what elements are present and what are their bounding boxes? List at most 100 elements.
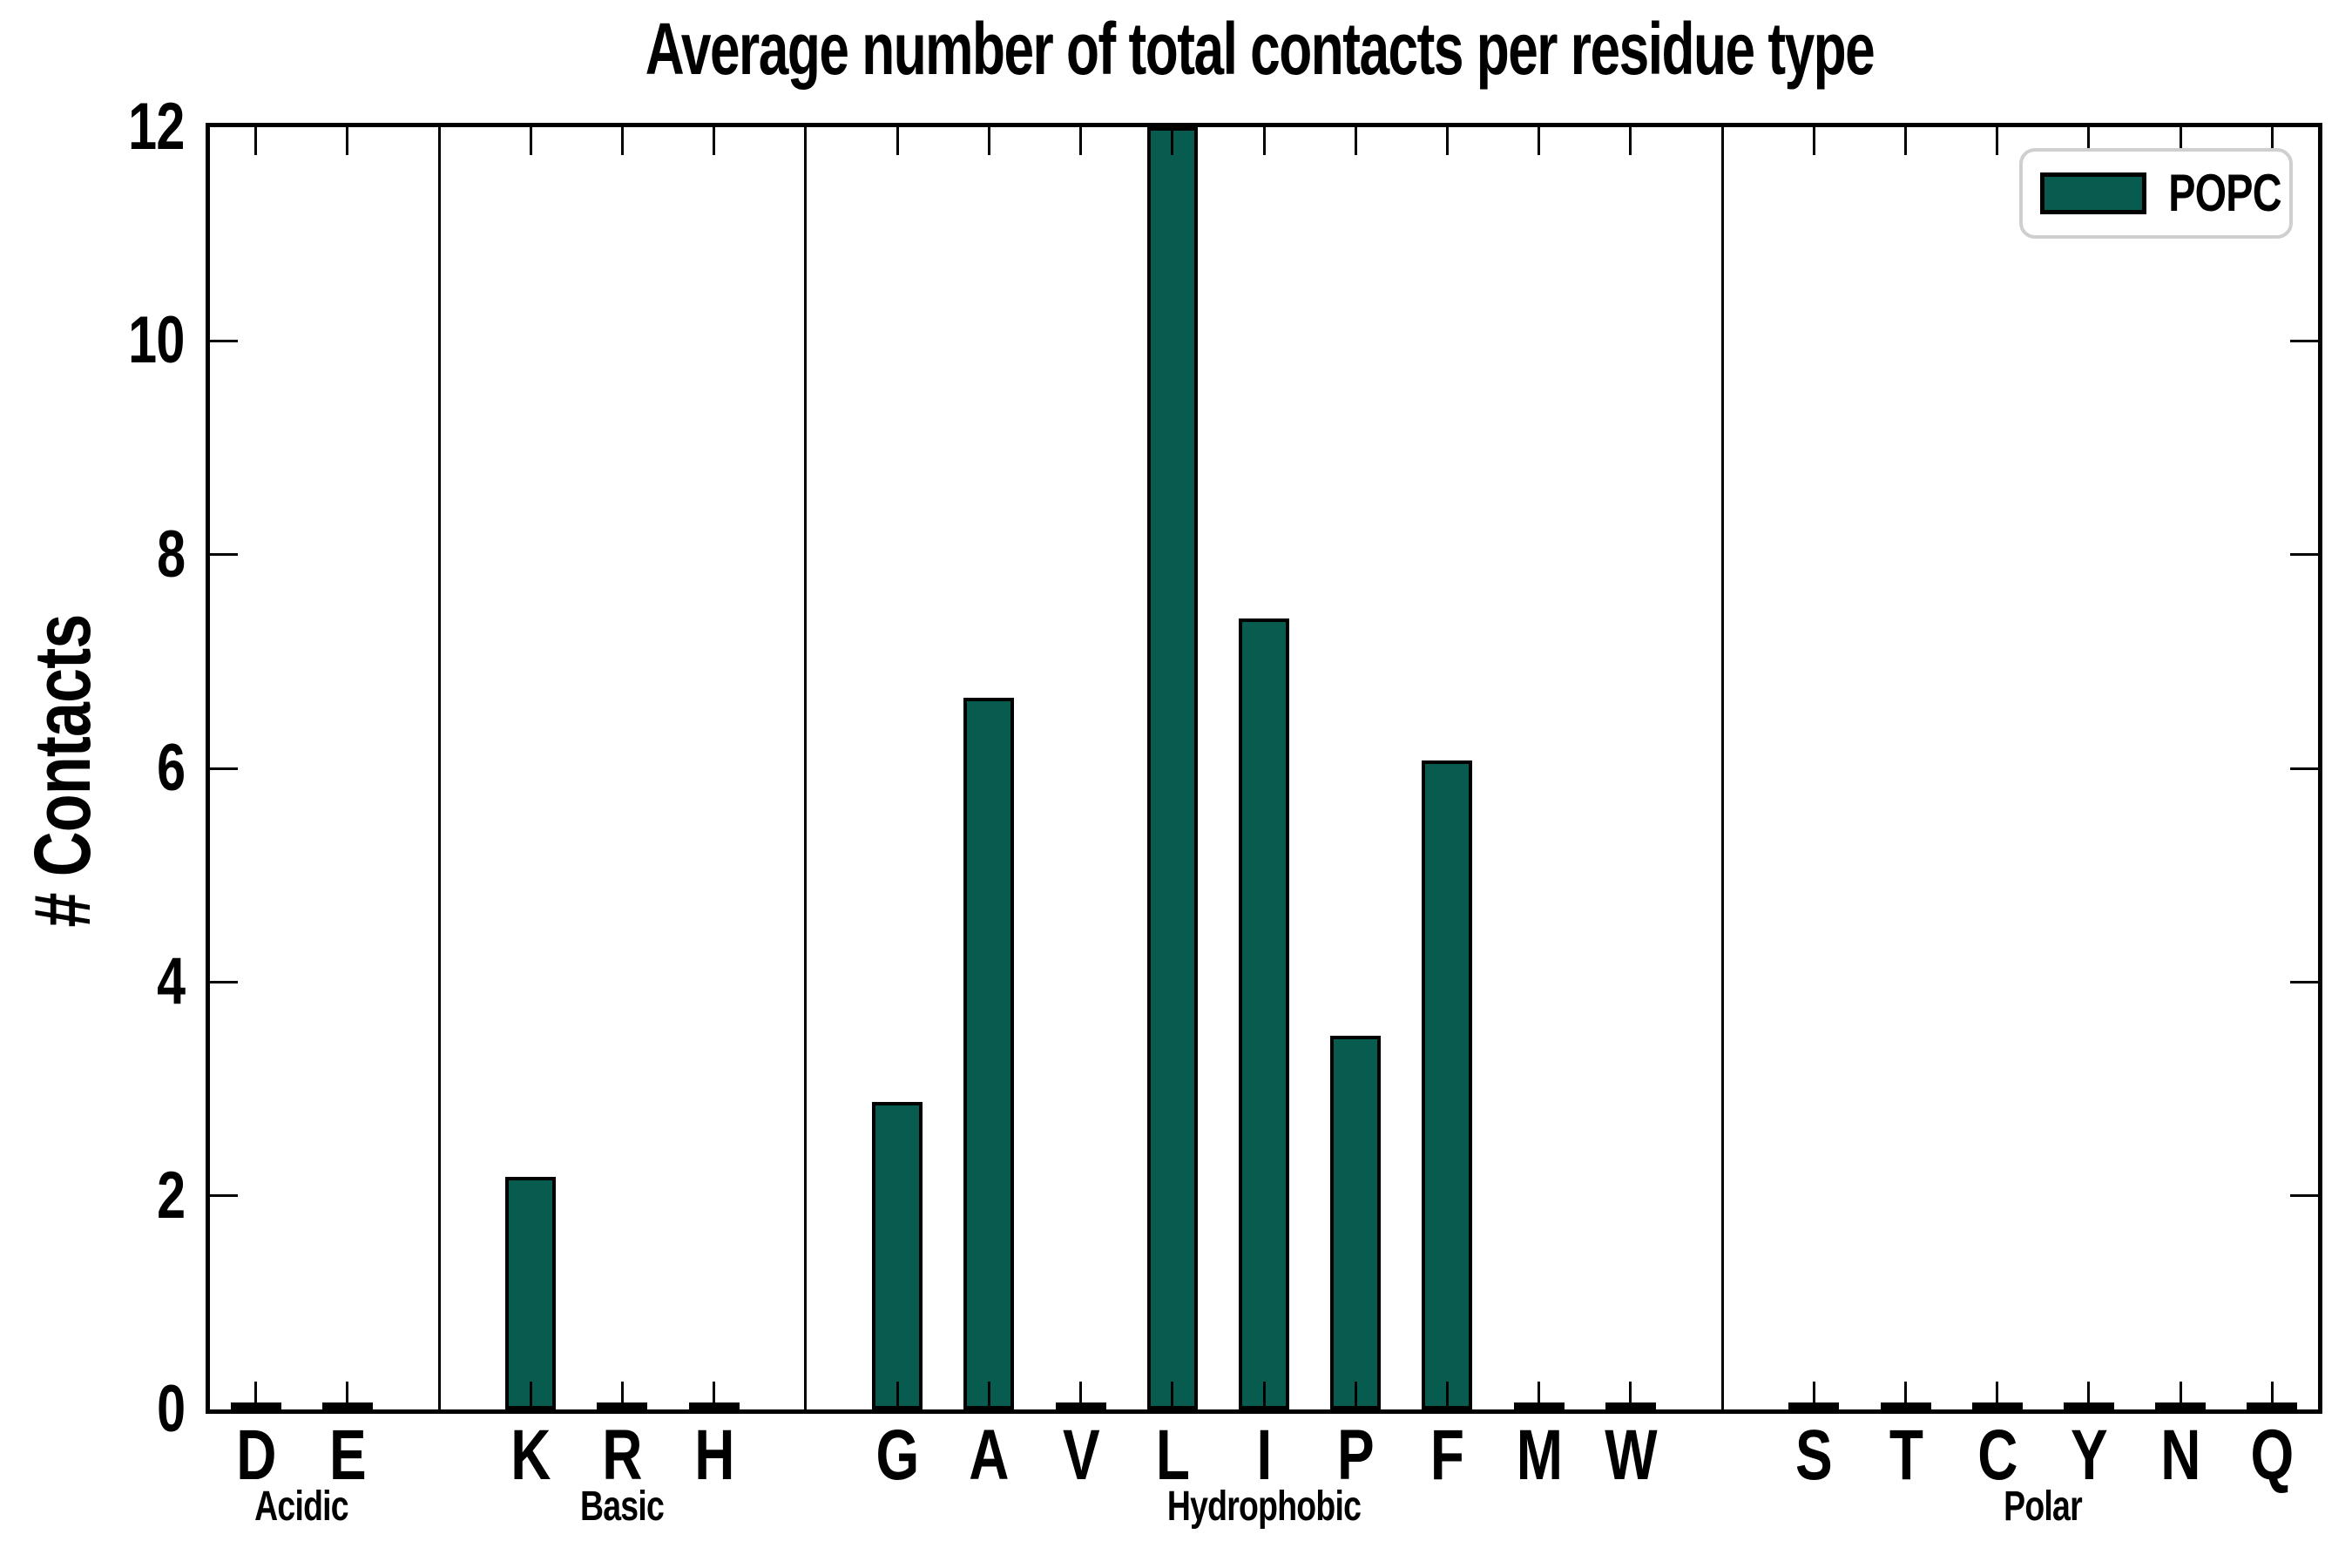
y-tick-right-6 — [2290, 767, 2318, 770]
residue-label-C: C — [1972, 1420, 2023, 1491]
y-tick-label-4-text: 4 — [156, 944, 186, 1019]
x-tick-bottom-R — [620, 1382, 624, 1409]
residue-label-T: T — [1884, 1420, 1927, 1491]
bar-A — [963, 698, 1015, 1409]
x-tick-bottom-H — [713, 1382, 716, 1409]
y-tick-label-10-text: 10 — [128, 303, 186, 378]
y-tick-left-8 — [210, 553, 238, 557]
residue-label-A-text: A — [969, 1416, 1010, 1495]
chart-title-text: Average number of total contacts per res… — [645, 8, 1876, 90]
group-label-hydrophobic: Hydrophobic — [1140, 1486, 1389, 1528]
y-tick-label-2-text: 2 — [156, 1158, 186, 1233]
group-label-basic-text: Basic — [580, 1484, 665, 1530]
x-tick-top-Q — [2270, 127, 2274, 155]
group-label-hydrophobic-text: Hydrophobic — [1166, 1484, 1362, 1530]
residue-label-V-text: V — [1062, 1416, 1100, 1495]
group-label-basic: Basic — [569, 1486, 676, 1528]
x-tick-top-F — [1445, 127, 1449, 155]
y-tick-label-12: 12 — [112, 94, 186, 160]
residue-label-G: G — [870, 1420, 925, 1491]
residue-label-N: N — [2155, 1420, 2206, 1491]
legend-label: POPC — [2153, 167, 2297, 220]
legend-swatch-popc — [2040, 172, 2146, 214]
chart-title: Average number of total contacts per res… — [429, 12, 2090, 85]
residue-label-F: F — [1426, 1420, 1469, 1491]
group-label-acidic: Acidic — [241, 1486, 362, 1528]
residue-label-S: S — [1790, 1420, 1837, 1491]
y-axis-label-text: # Contacts — [18, 614, 107, 928]
x-tick-top-D — [254, 127, 258, 155]
x-tick-bottom-Q — [2270, 1382, 2274, 1409]
residue-label-C-text: C — [1977, 1416, 2017, 1495]
y-tick-left-2 — [210, 1194, 238, 1198]
residue-label-S-text: S — [1795, 1416, 1833, 1495]
x-tick-bottom-M — [1538, 1382, 1541, 1409]
residue-label-K: K — [505, 1420, 556, 1491]
residue-label-I: I — [1254, 1420, 1274, 1491]
group-label-polar-text: Polar — [2004, 1484, 2083, 1530]
y-tick-label-0-text: 0 — [156, 1372, 186, 1446]
y-tick-left-4 — [210, 980, 238, 983]
residue-label-H: H — [689, 1420, 740, 1491]
residue-label-R-text: R — [602, 1416, 643, 1495]
residue-label-W: W — [1598, 1420, 1664, 1491]
x-tick-bottom-E — [346, 1382, 349, 1409]
x-tick-top-A — [987, 127, 990, 155]
x-tick-bottom-C — [1996, 1382, 1999, 1409]
residue-label-Y: Y — [2065, 1420, 2112, 1491]
x-tick-bottom-N — [2179, 1382, 2182, 1409]
y-tick-right-4 — [2290, 980, 2318, 983]
x-tick-top-Y — [2087, 127, 2091, 155]
x-tick-top-H — [713, 127, 716, 155]
residue-label-R: R — [597, 1420, 647, 1491]
residue-label-L-text: L — [1155, 1416, 1190, 1495]
y-tick-label-2: 2 — [149, 1158, 186, 1233]
residue-label-K-text: K — [510, 1416, 551, 1495]
y-tick-right-10 — [2290, 339, 2318, 342]
x-tick-bottom-D — [254, 1382, 258, 1409]
x-tick-bottom-A — [987, 1382, 990, 1409]
x-tick-bottom-G — [896, 1382, 899, 1409]
residue-label-L: L — [1151, 1420, 1193, 1491]
y-tick-label-6-text: 6 — [156, 731, 186, 805]
group-label-acidic-text: Acidic — [254, 1484, 349, 1530]
x-tick-bottom-Y — [2087, 1382, 2091, 1409]
x-tick-top-R — [620, 127, 624, 155]
x-tick-bottom-K — [529, 1382, 532, 1409]
x-tick-top-N — [2179, 127, 2182, 155]
x-tick-top-P — [1354, 127, 1357, 155]
residue-label-F-text: F — [1430, 1416, 1464, 1495]
y-tick-right-8 — [2290, 553, 2318, 557]
y-tick-label-8-text: 8 — [156, 517, 186, 591]
x-tick-top-G — [896, 127, 899, 155]
residue-label-T-text: T — [1889, 1416, 1923, 1495]
bar-F — [1422, 760, 1473, 1409]
residue-label-A: A — [963, 1420, 1014, 1491]
y-tick-left-10 — [210, 339, 238, 342]
bar-I — [1239, 618, 1289, 1409]
group-label-polar: Polar — [1993, 1486, 2093, 1528]
x-tick-top-I — [1262, 127, 1266, 155]
x-tick-bottom-P — [1354, 1382, 1357, 1409]
residue-label-P-text: P — [1337, 1416, 1375, 1495]
group-separator-0 — [437, 127, 441, 1409]
x-tick-bottom-W — [1629, 1382, 1632, 1409]
x-tick-bottom-T — [1904, 1382, 1908, 1409]
bar-L — [1146, 127, 1198, 1409]
bar-G — [872, 1101, 923, 1409]
x-tick-bottom-F — [1445, 1382, 1449, 1409]
residue-label-D-text: D — [235, 1416, 276, 1495]
residue-label-V: V — [1058, 1420, 1105, 1491]
x-tick-top-E — [346, 127, 349, 155]
x-tick-bottom-V — [1079, 1382, 1083, 1409]
residue-label-H-text: H — [693, 1416, 734, 1495]
residue-label-D: D — [230, 1420, 280, 1491]
x-tick-top-L — [1171, 127, 1174, 155]
residue-label-G-text: G — [875, 1416, 920, 1495]
residue-label-W-text: W — [1605, 1416, 1657, 1495]
legend-label-text: POPC — [2168, 164, 2281, 222]
x-tick-top-M — [1538, 127, 1541, 155]
residue-label-I-text: I — [1256, 1416, 1272, 1495]
y-tick-label-6: 6 — [149, 731, 186, 805]
